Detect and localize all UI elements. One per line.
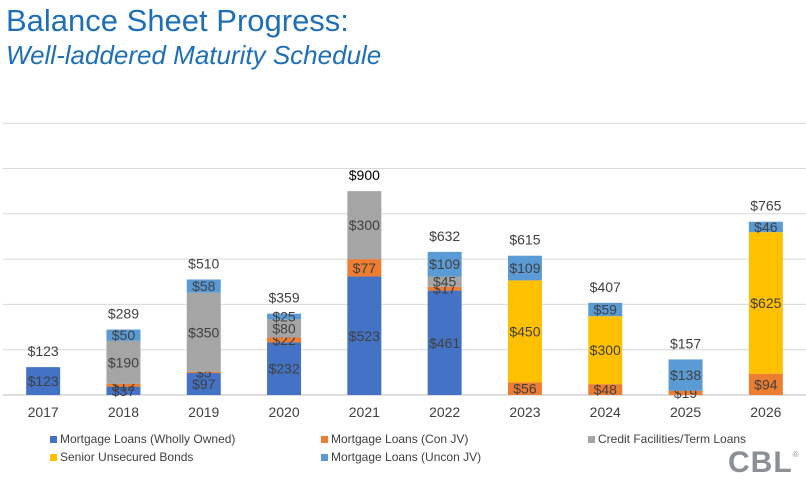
legend-swatch-mortgage-uncon-jv — [321, 453, 328, 461]
x-tick-label: 2021 — [349, 404, 380, 420]
bar-segment — [427, 276, 462, 287]
data-label: $59 — [594, 301, 618, 317]
legend-label-mortgage-uncon-jv: Mortgage Loans (Uncon JV) — [331, 450, 482, 464]
data-label: $80 — [272, 320, 296, 336]
total-label: $359 — [268, 290, 299, 306]
data-label: $232 — [268, 361, 299, 377]
data-label: $190 — [108, 354, 139, 370]
total-label: $510 — [188, 255, 219, 271]
x-tick-label: 2026 — [750, 404, 781, 420]
bar-segment — [427, 290, 462, 395]
bar-segment — [267, 313, 302, 320]
total-label: $407 — [590, 279, 621, 295]
data-label: $300 — [590, 342, 621, 358]
bar-segment — [507, 255, 542, 281]
legend-swatch-mortgage-con-jv — [321, 435, 328, 443]
cbl-logo: CBL® — [728, 446, 800, 480]
data-label: $350 — [188, 324, 219, 340]
data-label: $138 — [670, 367, 701, 383]
bar-segment — [748, 221, 783, 233]
x-tick-label: 2025 — [670, 404, 701, 420]
total-label: $900 — [349, 167, 380, 183]
chart-subtitle: Well-laddered Maturity Schedule — [6, 40, 382, 70]
data-label: $94 — [754, 376, 778, 392]
total-label: $615 — [509, 232, 540, 248]
bar-segment — [507, 280, 542, 383]
data-label: $45 — [433, 274, 457, 290]
data-label: $461 — [429, 335, 460, 351]
legend-item-credit-facilities: Credit Facilities/Term Loans — [588, 432, 746, 446]
bar-segment — [26, 367, 61, 395]
bar-segment — [267, 342, 302, 395]
bar-segment — [186, 373, 221, 395]
data-label: $109 — [509, 260, 540, 276]
bar-segment — [588, 316, 623, 385]
legend-item-mortgage-wholly: Mortgage Loans (Wholly Owned) — [50, 432, 235, 446]
bar-segment — [668, 390, 703, 395]
bar-segment — [588, 384, 623, 395]
bar-segment — [588, 302, 623, 317]
legend-label-credit-facilities: Credit Facilities/Term Loans — [598, 432, 747, 446]
bar-segment — [106, 386, 141, 395]
bar-segment — [668, 359, 703, 391]
bar-segment — [267, 337, 302, 343]
legend-swatch-mortgage-wholly — [50, 435, 57, 443]
bar-segment — [186, 371, 221, 374]
data-label: $25 — [272, 309, 296, 325]
registered-mark: ® — [792, 450, 800, 459]
data-label: $56 — [513, 381, 537, 397]
data-label: $625 — [750, 295, 781, 311]
bar-segment — [106, 329, 141, 341]
x-tick-label: 2024 — [590, 404, 621, 420]
x-tick-label: 2018 — [108, 404, 139, 420]
logo-text: CBL — [728, 446, 793, 479]
chart-title: Balance Sheet Progress: — [6, 3, 349, 38]
x-tick-label: 2023 — [509, 404, 540, 420]
total-label: $765 — [750, 198, 781, 214]
stacked-bar-chart: $123$1232017$37$12$190$50$2892018$97$5$3… — [3, 122, 806, 420]
data-label: $58 — [192, 278, 216, 294]
bar-segment — [347, 276, 382, 395]
data-label: $450 — [509, 323, 540, 339]
data-label: $300 — [349, 217, 380, 233]
bar-segment — [347, 191, 382, 260]
bar-segment — [186, 292, 221, 372]
legend-label-mortgage-con-jv: Mortgage Loans (Con JV) — [331, 432, 469, 446]
x-tick-label: 2017 — [28, 404, 59, 420]
total-label: $157 — [670, 335, 701, 351]
bar-segment — [507, 382, 542, 395]
data-label: $37 — [112, 383, 136, 399]
data-label: $109 — [429, 256, 460, 272]
legend-swatch-credit-facilities — [588, 435, 595, 443]
x-tick-label: 2022 — [429, 404, 460, 420]
x-tick-label: 2019 — [188, 404, 219, 420]
legend-item-senior-bonds: Senior Unsecured Bonds — [50, 450, 193, 464]
legend-item-mortgage-uncon-jv: Mortgage Loans (Uncon JV) — [321, 450, 481, 464]
total-label: $123 — [28, 343, 59, 359]
bar-segment — [106, 383, 141, 387]
data-label: $77 — [353, 260, 377, 276]
bar-segment — [106, 340, 141, 384]
data-label: $50 — [112, 327, 136, 343]
bar-segment — [748, 373, 783, 395]
data-label: $97 — [192, 376, 216, 392]
x-tick-label: 2020 — [268, 404, 299, 420]
legend-item-mortgage-con-jv: Mortgage Loans (Con JV) — [321, 432, 468, 446]
total-label: $632 — [429, 228, 460, 244]
bar-segment — [427, 251, 462, 277]
bar-segment — [748, 232, 783, 374]
total-label: $289 — [108, 306, 139, 322]
bar-segment — [427, 286, 462, 291]
legend-swatch-senior-bonds — [50, 453, 57, 461]
data-label: $523 — [349, 328, 380, 344]
legend-label-senior-bonds: Senior Unsecured Bonds — [60, 450, 194, 464]
legend-label-mortgage-wholly: Mortgage Loans (Wholly Owned) — [60, 432, 236, 446]
data-label: $48 — [594, 382, 618, 398]
bar-segment — [267, 319, 302, 338]
data-label: $123 — [28, 373, 59, 389]
bar-segment — [186, 279, 221, 293]
bar-segment — [347, 259, 382, 277]
data-label: $46 — [754, 219, 778, 235]
